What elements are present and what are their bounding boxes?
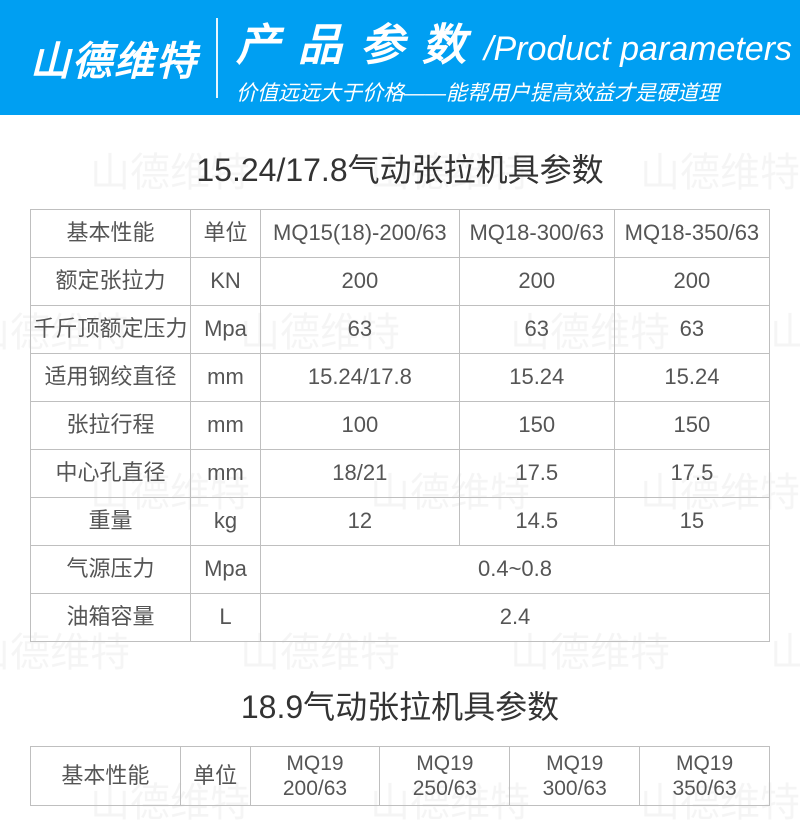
col-header: MQ19 350/63 xyxy=(640,747,770,806)
row-label: 额定张拉力 xyxy=(31,258,191,306)
row-unit: Mpa xyxy=(191,306,261,354)
table-row: 张拉行程 mm 100 150 150 xyxy=(31,402,770,450)
cell-span: 2.4 xyxy=(261,594,770,642)
cell: 15 xyxy=(614,498,769,546)
table-row: 油箱容量 L 2.4 xyxy=(31,594,770,642)
cell: 15.24/17.8 xyxy=(261,354,460,402)
spec-table-2: 基本性能 单位 MQ19 200/63 MQ19 250/63 MQ19 300… xyxy=(30,746,770,806)
cell: 15.24 xyxy=(459,354,614,402)
row-unit: L xyxy=(191,594,261,642)
cell: 18/21 xyxy=(261,450,460,498)
cell: 200 xyxy=(459,258,614,306)
cell: 63 xyxy=(261,306,460,354)
col-header: MQ15(18)-200/63 xyxy=(261,210,460,258)
col-header: 基本性能 xyxy=(31,747,181,806)
row-label: 油箱容量 xyxy=(31,594,191,642)
table-row: 基本性能 单位 MQ19 200/63 MQ19 250/63 MQ19 300… xyxy=(31,747,770,806)
table-row: 重量 kg 12 14.5 15 xyxy=(31,498,770,546)
title-block: 产品参数 /Product parameters 价值远远大于价格——能帮用户提… xyxy=(236,9,780,107)
table-row: 气源压力 Mpa 0.4~0.8 xyxy=(31,546,770,594)
cell: 150 xyxy=(459,402,614,450)
row-label: 千斤顶额定压力 xyxy=(31,306,191,354)
col-header: 基本性能 xyxy=(31,210,191,258)
table2-title: 18.9气动张拉机具参数 xyxy=(0,682,800,728)
subtitle: 价值远远大于价格——能帮用户提高效益才是硬道理 xyxy=(236,77,780,107)
cell: 63 xyxy=(614,306,769,354)
cell: 12 xyxy=(261,498,460,546)
watermark: 山德维特 xyxy=(770,620,800,678)
cell: 17.5 xyxy=(614,450,769,498)
col-header: MQ18-350/63 xyxy=(614,210,769,258)
col-header: MQ18-300/63 xyxy=(459,210,614,258)
table-row: 基本性能 单位 MQ15(18)-200/63 MQ18-300/63 MQ18… xyxy=(31,210,770,258)
row-label: 张拉行程 xyxy=(31,402,191,450)
cell: 200 xyxy=(614,258,769,306)
row-unit: KN xyxy=(191,258,261,306)
row-label: 中心孔直径 xyxy=(31,450,191,498)
spec-table-1: 基本性能 单位 MQ15(18)-200/63 MQ18-300/63 MQ18… xyxy=(30,209,770,642)
cell: 17.5 xyxy=(459,450,614,498)
watermark: 山德维特 xyxy=(770,300,800,358)
title-cn: 产品参数 xyxy=(236,9,484,73)
cell: 63 xyxy=(459,306,614,354)
table1-title: 15.24/17.8气动张拉机具参数 xyxy=(0,145,800,191)
title-en: /Product parameters xyxy=(484,30,792,69)
table-row: 千斤顶额定压力 Mpa 63 63 63 xyxy=(31,306,770,354)
cell-span: 0.4~0.8 xyxy=(261,546,770,594)
row-label: 适用钢绞直径 xyxy=(31,354,191,402)
row-label: 重量 xyxy=(31,498,191,546)
col-header: 单位 xyxy=(191,210,261,258)
row-unit: mm xyxy=(191,354,261,402)
cell: 100 xyxy=(261,402,460,450)
row-unit: kg xyxy=(191,498,261,546)
row-unit: mm xyxy=(191,402,261,450)
col-header: 单位 xyxy=(180,747,250,806)
col-header: MQ19 200/63 xyxy=(250,747,380,806)
header-banner: 山德维特 产品参数 /Product parameters 价值远远大于价格——… xyxy=(0,0,800,115)
table-row: 中心孔直径 mm 18/21 17.5 17.5 xyxy=(31,450,770,498)
row-unit: mm xyxy=(191,450,261,498)
col-header: MQ19 300/63 xyxy=(510,747,640,806)
brand-name: 山德维特 xyxy=(30,29,198,87)
col-header: MQ19 250/63 xyxy=(380,747,510,806)
cell: 15.24 xyxy=(614,354,769,402)
table-row: 额定张拉力 KN 200 200 200 xyxy=(31,258,770,306)
cell: 14.5 xyxy=(459,498,614,546)
vertical-divider xyxy=(216,18,218,98)
row-label: 气源压力 xyxy=(31,546,191,594)
row-unit: Mpa xyxy=(191,546,261,594)
table-row: 适用钢绞直径 mm 15.24/17.8 15.24 15.24 xyxy=(31,354,770,402)
cell: 150 xyxy=(614,402,769,450)
cell: 200 xyxy=(261,258,460,306)
